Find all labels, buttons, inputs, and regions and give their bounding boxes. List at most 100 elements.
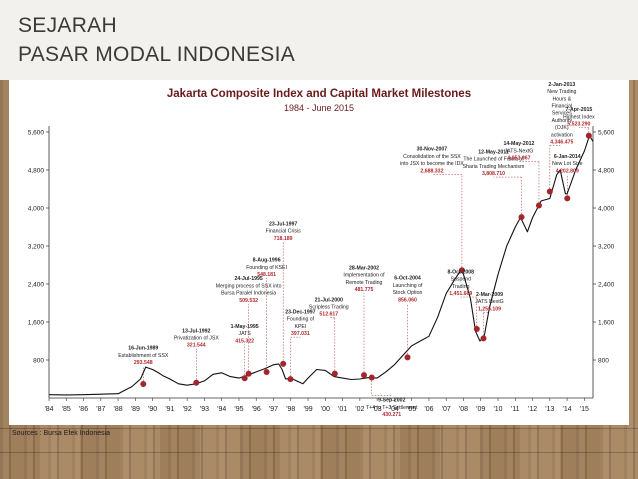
milestone-description-label: JATS NextG: [475, 299, 503, 305]
milestone-date-label: 24-Jul-1995: [235, 276, 263, 282]
y-tick-label-left: 5,600: [28, 130, 45, 137]
milestone-value-label: 512.617: [319, 312, 338, 318]
milestone-date-label: 8-Oct-2008: [448, 269, 475, 275]
milestone-marker: [546, 188, 553, 195]
x-tick-label: '04: [390, 406, 399, 413]
milestone-marker: [361, 372, 368, 379]
y-tick-label-right: 4,000: [598, 206, 615, 213]
milestone-marker: [480, 335, 487, 342]
milestone-value-label: 1,451.669: [449, 291, 472, 297]
x-tick-label: '08: [459, 406, 468, 413]
milestone-description-label: T+4 to T+3 Settlement: [366, 405, 418, 411]
x-tick-label: '87: [96, 406, 105, 413]
x-tick-label: '06: [424, 406, 433, 413]
x-tick-label: '97: [269, 406, 278, 413]
milestone-date-label: 6-Oct-2004: [394, 276, 421, 282]
milestone-marker: [458, 267, 465, 274]
milestone-value-label: 5,523.290: [567, 122, 590, 128]
milestone-value-label: 3,808.710: [482, 171, 505, 177]
milestone-value-label: 321.544: [187, 343, 206, 349]
milestone-date-label: 16-Jun-1989: [128, 346, 158, 352]
y-tick-label-left: 4,800: [28, 168, 45, 175]
y-tick-label-left: 4,000: [28, 206, 45, 213]
milestone-value-label: 293.548: [134, 360, 153, 366]
x-tick-label: '84: [44, 406, 53, 413]
x-tick-label: '07: [442, 406, 451, 413]
milestone-description-label: Financial: [551, 104, 572, 110]
milestone-marker: [404, 354, 411, 361]
milestone-date-label: 2-Jan-2013: [548, 82, 575, 88]
slide-header-area: SEJARAH PASAR MODAL INDONESIA: [0, 0, 638, 80]
milestone-description-label: Privatization of JSX: [174, 336, 220, 342]
milestone-description-label: Implementation of: [343, 273, 385, 279]
milestone-marker: [245, 370, 252, 377]
milestone-date-label: 1-May-1995: [231, 324, 259, 330]
x-tick-label: '12: [528, 406, 537, 413]
x-tick-label: '05: [407, 406, 416, 413]
x-tick-label: '01: [338, 406, 347, 413]
x-tick-label: '96: [252, 406, 261, 413]
milestone-value-label: 415.322: [235, 338, 254, 344]
x-tick-label: '11: [511, 406, 520, 413]
slide-title-line-2: PASAR MODAL INDONESIA: [18, 43, 296, 66]
milestone-date-label: 30-Nov-2007: [417, 147, 448, 153]
milestone-marker: [287, 376, 294, 383]
y-tick-label-right: 800: [598, 358, 609, 365]
y-tick-label-right: 2,400: [598, 282, 615, 289]
milestone-marker: [518, 214, 525, 221]
milestone-description-label: Establishment of SSX: [118, 353, 169, 359]
plank-seam: [0, 428, 638, 429]
milestone-value-label: 718.189: [274, 236, 293, 242]
x-tick-label: '13: [545, 406, 554, 413]
milestone-value-label: 430.271: [382, 412, 401, 418]
milestone-description-label: New Trading: [547, 89, 576, 95]
milestone-description-label: Scripless Trading: [309, 304, 349, 310]
y-tick-label-left: 1,600: [28, 320, 45, 327]
x-tick-label: '93: [200, 406, 209, 413]
milestone-date-label: 9-Sep-2002: [378, 398, 406, 404]
milestone-description-label: Sharia Trading Mechanism: [463, 164, 525, 170]
milestone-description-label: Founding of: [287, 317, 315, 323]
milestone-value-label: 548.181: [257, 272, 276, 278]
x-tick-label: '91: [165, 406, 174, 413]
y-tick-label-right: 4,800: [598, 168, 615, 175]
milestone-description-label: activation: [551, 132, 573, 138]
milestone-value-label: 4,202.809: [556, 168, 579, 174]
x-tick-label: '02: [355, 406, 364, 413]
milestone-date-label: 6-Jan-2014: [554, 154, 581, 160]
source-note: Sources : Bursa Efek Indonesia: [12, 430, 111, 437]
x-tick-label: '10: [493, 406, 502, 413]
milestone-description-label: into JSX to become the IDX: [400, 161, 464, 167]
milestone-description-label: Authority: [552, 118, 573, 124]
y-tick-label-left: 800: [33, 358, 44, 365]
milestone-date-label: 14-May-2012: [504, 141, 535, 147]
y-tick-label-right: 1,600: [598, 320, 615, 327]
milestone-description-label: (OJK): [555, 125, 569, 131]
milestone-date-label: 28-Mar-2002: [349, 266, 379, 272]
milestone-date-label: 12-May-2011: [478, 149, 509, 155]
milestone-date-label: 21-Jul-2000: [315, 297, 343, 303]
milestone-description-label: Consolidation of the SSX: [403, 154, 461, 160]
milestone-marker: [331, 370, 338, 377]
milestone-description-label: Suspend: [451, 277, 472, 283]
milestone-value-label: 4,346.475: [550, 140, 573, 146]
jci-line-chart: 800 800 1,600 1,600 2,400 2,400 3,200 3,200 4,00…: [28, 82, 615, 418]
x-tick-label: '95: [234, 406, 243, 413]
chart-panel: Jakarta Composite Index and Capital Mark…: [9, 80, 629, 425]
slide-title-line-1: SEJARAH: [18, 14, 117, 37]
x-tick-label: '00: [321, 406, 330, 413]
milestone-description-label: Services: [552, 111, 572, 117]
x-tick-label: '09: [476, 406, 485, 413]
milestone-value-label: 4,053.067: [507, 155, 530, 161]
milestone-marker: [193, 379, 200, 386]
milestone-date-label: 23-Dec-1997: [285, 310, 315, 316]
milestone-description-label: The Launched of Fatwa of: [463, 157, 524, 163]
x-tick-label: '92: [183, 406, 192, 413]
x-tick-label: '88: [114, 406, 123, 413]
chart-title: Jakarta Composite Index and Capital Mark…: [166, 88, 472, 100]
milestone-description-label: KPEI: [295, 324, 307, 330]
y-tick-label-right: 5,600: [598, 130, 615, 137]
milestone-marker: [535, 202, 542, 209]
milestone-value-label: 856.060: [398, 297, 417, 303]
milestone-date-label: 2-Mar-2009: [476, 292, 503, 298]
